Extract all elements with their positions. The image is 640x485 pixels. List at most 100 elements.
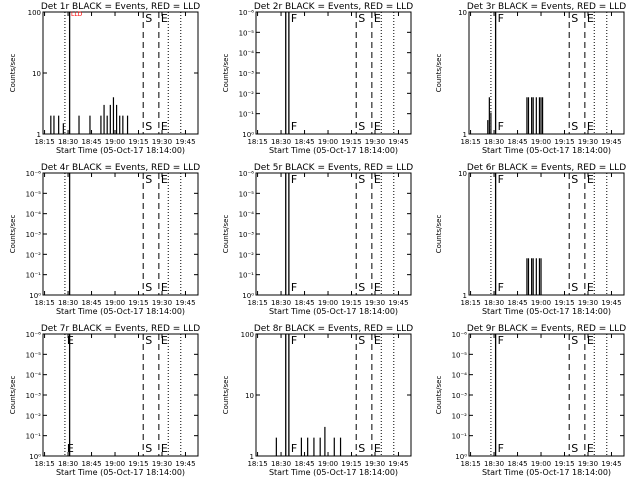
marker-label: S [571,281,578,294]
x-tick-label: 19:00 [531,299,551,307]
y-tick-label: 10⁰ [242,292,254,300]
y-tick-label: 10⁻¹ [26,272,42,280]
panel-title: Det 6r BLACK = Events, RED = LLD [467,163,626,173]
marker-label: S [358,442,365,455]
x-tick-label: 18:15 [247,460,267,468]
x-tick-label: 19:00 [318,460,338,468]
panel-title: Det 7r BLACK = Events, RED = LLD [41,324,200,334]
lld-label: LLD [71,11,83,18]
marker-label: E [587,442,594,455]
x-axis-label: Start Time (05-Oct-17 18:14:00) [56,146,185,155]
plot-frame [42,172,199,296]
y-tick-label: 10⁻² [26,412,42,420]
panel-det-1: Det 1r BLACK = Events, RED = LLD Counts/s… [9,2,200,155]
y-tick-label: 10⁻³ [26,231,42,239]
y-tick-label: 10⁰ [455,453,467,461]
y-tick-label: 10⁻⁵ [26,351,42,359]
x-tick-label: 18:45 [507,138,527,146]
marker-label: E [374,281,381,294]
marker-label: E [374,12,381,25]
x-tick-label: 19:45 [175,138,195,146]
marker-label: F [291,173,297,186]
y-tick-label: 10⁻⁴ [26,211,42,219]
plot-frame [42,11,199,135]
x-tick-label: 18:15 [247,299,267,307]
marker-label: F [291,281,297,294]
x-tick-label: 19:45 [388,138,408,146]
x-axis-label: Start Time (05-Oct-17 18:14:00) [269,146,398,155]
y-tick-label: 10⁰ [29,453,41,461]
plot-frame [468,11,625,135]
x-tick-label: 19:45 [601,460,621,468]
marker-label: E [374,442,381,455]
y-tick-label: 10⁻⁶ [26,170,42,178]
y-tick-label: 10 [458,9,467,17]
marker-label: F [498,12,504,25]
marker-label: E [587,173,594,186]
y-tick-label: 1 [37,131,41,139]
marker-label: F [498,120,504,133]
y-tick-label: 10⁻³ [239,70,255,78]
y-axis-label: Counts/sec [435,376,443,415]
x-tick-label: 18:30 [58,138,78,146]
x-tick-label: 18:15 [247,138,267,146]
marker-label: S [571,334,578,347]
y-tick-label: 100 [241,331,254,339]
y-tick-label: 10⁻⁴ [239,50,255,58]
panel-title: Det 8r BLACK = Events, RED = LLD [254,324,413,334]
y-tick-label: 10⁻⁴ [26,372,42,380]
x-axis-label: Start Time (05-Oct-17 18:14:00) [56,307,185,316]
x-tick-label: 18:45 [507,460,527,468]
x-tick-label: 18:15 [460,138,480,146]
x-axis-label: Start Time (05-Oct-17 18:14:00) [482,146,611,155]
x-tick-label: 19:15 [341,460,361,468]
y-tick-label: 10⁻² [452,412,468,420]
x-axis-label: Start Time (05-Oct-17 18:14:00) [269,307,398,316]
x-tick-label: 19:30 [152,138,172,146]
x-tick-label: 19:45 [175,460,195,468]
panel-det-6: Det 6r BLACK = Events, RED = LLD Counts/s… [435,163,626,316]
x-tick-label: 18:30 [484,299,504,307]
y-axis-label: Counts/sec [222,54,230,93]
y-tick-label: 100 [28,9,41,17]
plot-frame [468,333,625,457]
plot-frame [255,11,412,135]
x-tick-label: 18:30 [484,138,504,146]
y-tick-label: 10⁻⁵ [452,351,468,359]
marker-label: E [161,120,168,133]
x-tick-label: 18:45 [81,460,101,468]
marker-label: E [587,12,594,25]
x-tick-label: 19:15 [554,138,574,146]
y-tick-label: 1 [463,131,467,139]
plot-frame [255,172,412,296]
panel-title: Det 2r BLACK = Events, RED = LLD [254,2,413,12]
marker-label: S [145,442,152,455]
y-tick-label: 10⁻³ [26,392,42,400]
y-tick-label: 10⁻⁶ [26,331,42,339]
panel-det-5: Det 5r BLACK = Events, RED = LLD Counts/s… [222,163,413,316]
y-tick-label: 10⁻⁶ [239,9,255,17]
y-axis-label: Counts/sec [222,215,230,254]
x-axis-label: Start Time (05-Oct-17 18:14:00) [482,468,611,477]
marker-label: E [161,334,168,347]
x-tick-label: 19:15 [554,460,574,468]
marker-label: F [291,442,297,455]
marker-label: F [498,334,504,347]
y-tick-label: 10 [32,70,41,78]
x-tick-label: 19:00 [105,460,125,468]
marker-label: S [145,173,152,186]
marker-label: S [358,120,365,133]
x-tick-label: 18:15 [460,299,480,307]
plot-frame [42,333,199,457]
x-tick-label: 18:15 [34,138,54,146]
panel-det-3: Det 3r BLACK = Events, RED = LLD Counts/s… [435,2,626,155]
y-tick-label: 10⁻² [239,90,255,98]
y-tick-label: 10⁻¹ [452,433,468,441]
plot-frame [468,172,625,296]
marker-label: S [571,12,578,25]
y-tick-label: 10⁻¹ [239,272,255,280]
y-tick-label: 10⁻⁵ [239,29,255,37]
x-tick-label: 18:30 [271,460,291,468]
marker-label: E [161,281,168,294]
